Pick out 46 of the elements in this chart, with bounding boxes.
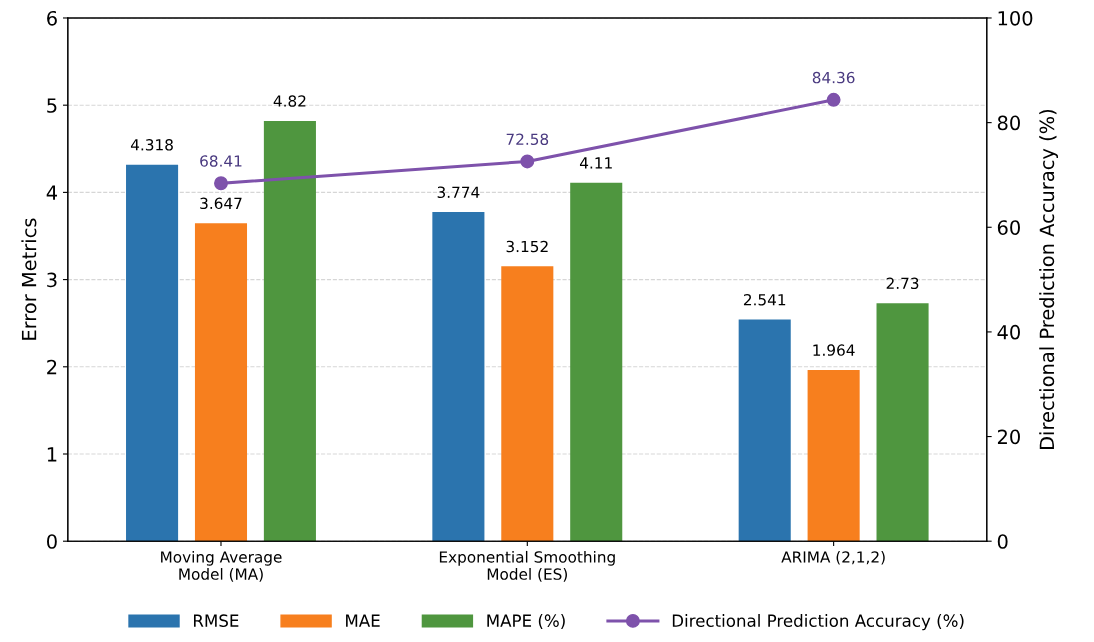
x-tick-label: ARIMA (2,1,2) [781,550,885,565]
y-tick-label: 4 [46,185,58,200]
point [826,92,841,107]
y2-tick-label: 60 [997,220,1020,235]
data-label: 72.58 [506,133,549,145]
legend-label: MAE [346,614,380,627]
x-tick-label: Moving Average Model (MA) [161,550,282,582]
y-tick-label: 3 [47,272,57,288]
bar [570,182,623,542]
y-tick-label: 5 [47,98,57,113]
legend-label: Directional Prediction Accuracy (%) [672,614,964,631]
data-label: 84.36 [812,71,855,84]
y-tick-label: 1 [47,447,57,462]
data-label: 4.11 [579,157,612,169]
point [520,154,535,169]
data-label: 68.41 [200,155,242,167]
y2-tick-label: 100 [998,10,1033,26]
data-label: 1.964 [813,344,855,356]
data-label: 3.647 [200,197,242,210]
bar [501,266,554,542]
bar [194,223,248,542]
y-tick-label: 6 [47,10,57,26]
y2-tick-label: 80 [997,115,1020,131]
bar [876,303,929,542]
y2-tick-label: 0 [997,534,1008,549]
data-label: 4.318 [130,139,173,151]
bar [263,120,316,542]
bar [807,369,860,542]
y2-tick-label: 20 [997,429,1020,445]
y-tick-label: 2 [47,359,57,375]
data-label: 3.152 [506,240,548,253]
bar [432,212,485,542]
x-tick-label: Exponential Smoothing Model (ES) [439,550,615,582]
bar [126,164,179,542]
data-label: 2.73 [886,277,919,290]
point [214,176,228,191]
data-label: 3.774 [437,186,480,199]
y-axis-title: Error Metrics [21,218,37,340]
y-tick-label: 0 [47,534,57,549]
legend-label: MAPE (%) [487,614,565,629]
bar [738,319,791,542]
y2-axis-title: Directional Prediction Accuracy (%) [1039,109,1058,450]
legend-label: RMSE [193,614,239,627]
y2-tick-label: 40 [997,324,1020,340]
data-label: 4.82 [273,95,306,107]
data-label: 2.541 [743,293,786,306]
